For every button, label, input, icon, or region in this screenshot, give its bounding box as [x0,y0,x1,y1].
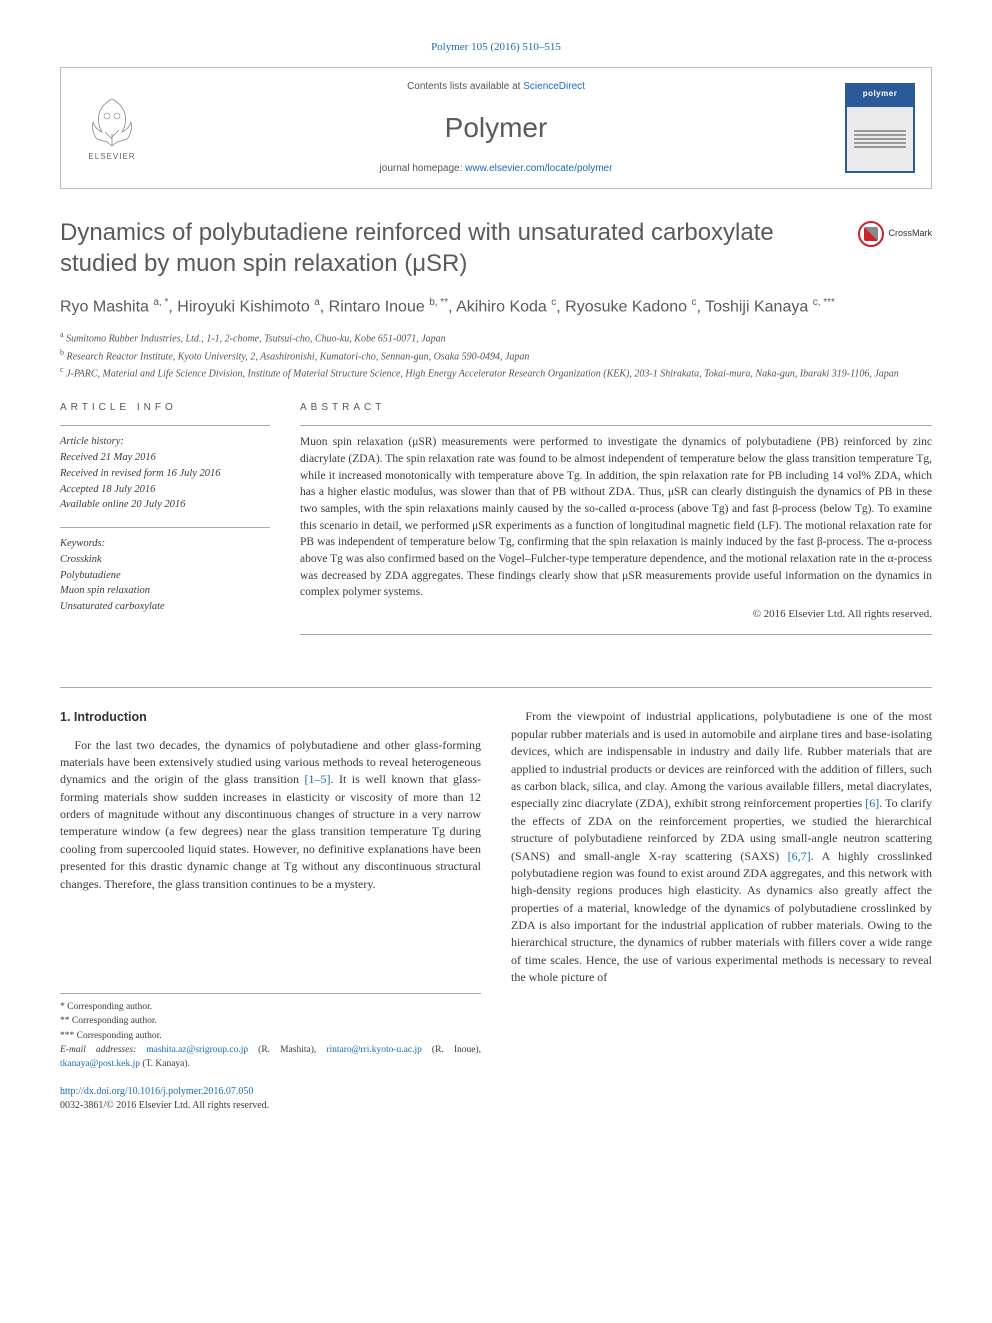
affiliation-a: Sumitomo Rubber Industries, Ltd., 1-1, 2… [66,334,446,345]
corr-author-3: *** Corresponding author. [60,1029,481,1043]
email-link-3[interactable]: tkanaya@post.kek.jp [60,1059,140,1069]
revised-date: Received in revised form 16 July 2016 [60,466,270,482]
article-history: Article history: Received 21 May 2016 Re… [60,425,270,513]
accepted-date: Accepted 18 July 2016 [60,482,270,498]
keyword: Crosskink [60,552,270,568]
email-label: E-mail addresses: [60,1045,146,1055]
email-who-2: (R. Inoue), [422,1045,481,1055]
email-addresses: E-mail addresses: mashita.az@srigroup.co… [60,1043,481,1072]
elsevier-text: ELSEVIER [88,151,135,162]
email-link-2[interactable]: rintaro@rri.kyoto-u.ac.jp [326,1045,422,1055]
journal-header: ELSEVIER Contents lists available at Sci… [60,67,932,188]
keywords-block: Keywords: Crosskink Polybutadiene Muon s… [60,527,270,615]
keyword: Unsaturated carboxylate [60,599,270,615]
homepage-line: journal homepage: www.elsevier.com/locat… [147,162,845,176]
footer-doi-block: http://dx.doi.org/10.1016/j.polymer.2016… [60,1085,481,1113]
affiliation-c: J-PARC, Material and Life Science Divisi… [66,368,899,379]
homepage-link[interactable]: www.elsevier.com/locate/polymer [465,163,612,174]
keyword: Muon spin relaxation [60,583,270,599]
sciencedirect-link[interactable]: ScienceDirect [523,81,585,92]
contents-prefix: Contents lists available at [407,81,523,92]
intro-paragraph-2: From the viewpoint of industrial applica… [511,708,932,986]
section-1-heading: 1. Introduction [60,708,481,726]
abstract-bottom-rule [300,634,932,635]
email-link-1[interactable]: mashita.az@srigroup.co.jp [146,1045,248,1055]
corresponding-footnotes: * Corresponding author. ** Corresponding… [60,993,481,1071]
body-two-column: 1. Introduction For the last two decades… [60,708,932,1113]
email-who-1: (R. Mashita), [248,1045,326,1055]
affiliations: a Sumitomo Rubber Industries, Ltd., 1-1,… [60,329,932,381]
history-label: Article history: [60,434,270,450]
cover-label: polymer [863,88,898,99]
article-info-column: ARTICLE INFO Article history: Received 2… [60,401,270,647]
corr-author-1: * Corresponding author. [60,1000,481,1014]
corr-author-2: ** Corresponding author. [60,1014,481,1028]
issn-copyright: 0032-3861/© 2016 Elsevier Ltd. All right… [60,1099,481,1113]
abstract-column: ABSTRACT Muon spin relaxation (μSR) meas… [300,401,932,647]
journal-name: Polymer [147,108,845,147]
doi-link[interactable]: http://dx.doi.org/10.1016/j.polymer.2016… [60,1086,253,1097]
journal-cover-thumb: polymer [845,83,915,173]
contents-available-line: Contents lists available at ScienceDirec… [147,80,845,94]
abstract-heading: ABSTRACT [300,401,932,415]
citation-line: Polymer 105 (2016) 510–515 [60,40,932,55]
abstract-text: Muon spin relaxation (μSR) measurements … [300,425,932,601]
crossmark-badge[interactable]: CrossMark [858,221,932,247]
received-date: Received 21 May 2016 [60,450,270,466]
abstract-copyright: © 2016 Elsevier Ltd. All rights reserved… [300,607,932,622]
crossmark-text: CrossMark [888,227,932,240]
article-title: Dynamics of polybutadiene reinforced wit… [60,217,844,279]
body-left-column: 1. Introduction For the last two decades… [60,708,481,1113]
online-date: Available online 20 July 2016 [60,497,270,513]
article-info-heading: ARTICLE INFO [60,401,270,415]
crossmark-icon [858,221,884,247]
body-top-rule [60,687,932,688]
intro-paragraph-1: For the last two decades, the dynamics o… [60,737,481,894]
elsevier-logo: ELSEVIER [77,88,147,168]
affiliation-b: Research Reactor Institute, Kyoto Univer… [67,351,530,362]
homepage-prefix: journal homepage: [380,163,466,174]
elsevier-tree-icon [87,94,137,149]
keywords-label: Keywords: [60,536,270,552]
author-list: Ryo Mashita a, *, Hiroyuki Kishimoto a, … [60,295,932,319]
email-who-3: (T. Kanaya). [140,1059,190,1069]
body-right-column: From the viewpoint of industrial applica… [511,708,932,1113]
keyword: Polybutadiene [60,568,270,584]
